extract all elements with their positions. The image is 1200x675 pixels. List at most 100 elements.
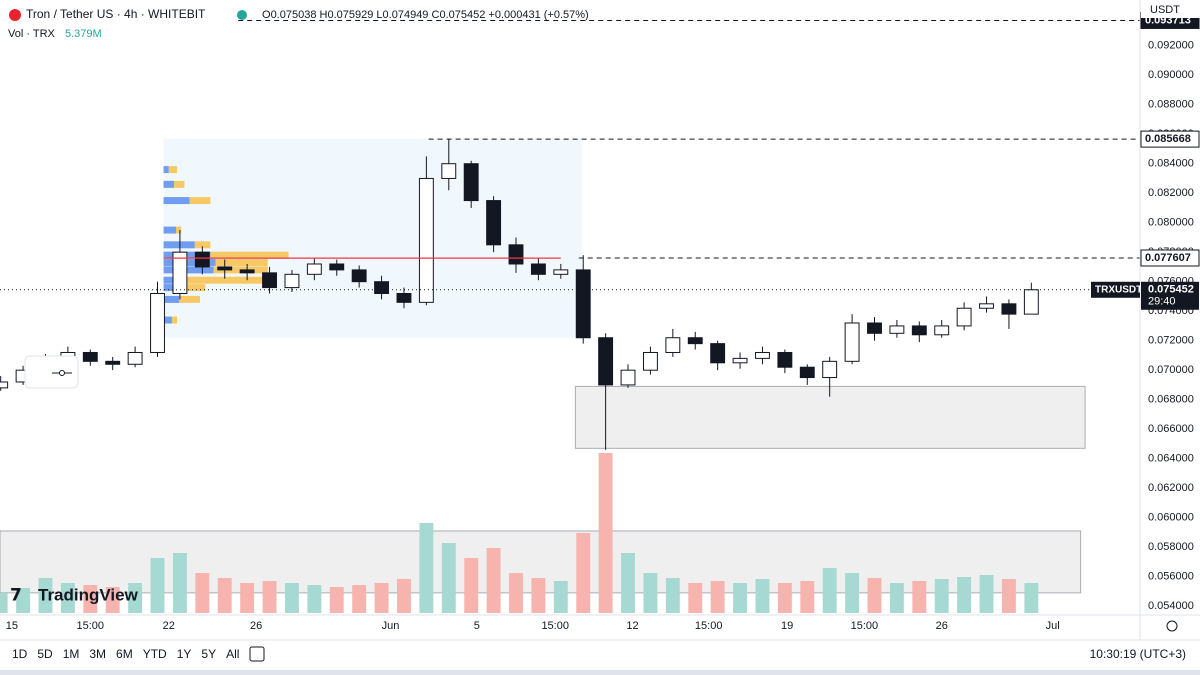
x-tick-label: 26 xyxy=(250,620,262,632)
profile-down xyxy=(168,166,178,174)
price-axis: 0.054000 0.056000 0.058000 0.060000 0.062000… xyxy=(1091,11,1200,612)
volume-bar xyxy=(576,533,591,613)
change: +0.000431 (+0.57%) xyxy=(488,9,588,21)
candle-body xyxy=(822,360,838,379)
candle-body xyxy=(553,269,569,275)
x-tick-label: 15:00 xyxy=(695,620,723,632)
y-tick-label: 0.088000 xyxy=(1148,99,1194,111)
y-tick-label: 0.054000 xyxy=(1148,600,1194,612)
profile-up xyxy=(163,316,172,324)
profile-up xyxy=(163,295,180,303)
x-tick-label: 15:00 xyxy=(541,620,569,632)
profile-down xyxy=(210,251,289,259)
volume-bar xyxy=(172,553,187,613)
range-button[interactable]: 1M xyxy=(63,647,80,661)
logo: TradingView xyxy=(38,585,139,604)
range-button[interactable]: 1D xyxy=(12,647,28,661)
candle-body xyxy=(799,366,815,379)
x-tick-label: 15 xyxy=(6,620,18,632)
range-button[interactable]: YTD xyxy=(143,647,167,661)
volume-bar xyxy=(374,583,389,613)
ohlc-legend: O0.075038 H0.075929 L0.074949 C0.075452 … xyxy=(262,9,589,21)
candle-body xyxy=(351,269,367,283)
volume-bar xyxy=(38,578,53,613)
y-tick-label: 0.090000 xyxy=(1148,69,1194,81)
candle-body xyxy=(329,263,345,271)
market-status xyxy=(237,10,247,20)
x-tick-label: 19 xyxy=(781,620,793,632)
range-button[interactable]: 5Y xyxy=(201,647,216,661)
candle-body xyxy=(867,322,882,334)
volume-bar xyxy=(598,453,613,613)
volume-bar xyxy=(822,568,837,613)
volume-bar xyxy=(733,583,748,613)
volume-bar xyxy=(710,581,725,613)
volume-bar xyxy=(509,573,523,613)
symbol-icon xyxy=(9,9,21,21)
ohlc-value: 0.075038 xyxy=(271,9,317,21)
candle-body xyxy=(105,360,121,365)
candle-body xyxy=(710,343,726,364)
volume-bar xyxy=(262,581,277,613)
range-button[interactable]: 5D xyxy=(37,647,53,661)
candle-body xyxy=(687,337,703,345)
candle-body xyxy=(374,281,390,294)
range-button[interactable]: 3M xyxy=(89,647,106,661)
zone xyxy=(163,138,583,338)
volume-bar xyxy=(150,558,165,613)
candle-body xyxy=(620,369,636,386)
profile-down xyxy=(184,284,206,292)
candle-body xyxy=(262,272,277,289)
candle-body xyxy=(1023,289,1039,315)
y-tick-label: 0.064000 xyxy=(1148,453,1194,465)
y-tick-label: 0.070000 xyxy=(1148,364,1194,376)
volume-bar xyxy=(643,573,658,613)
volume-bar xyxy=(800,581,815,613)
volume-bar xyxy=(240,583,255,613)
x-tick-label: 12 xyxy=(626,620,638,632)
volume-label: Vol · TRX xyxy=(8,28,56,40)
currency[interactable]: USDT xyxy=(1150,4,1180,16)
volume-bar xyxy=(621,553,635,613)
volume-bar xyxy=(889,583,904,613)
ohlc-label: H xyxy=(320,9,328,21)
candle-body xyxy=(508,244,524,265)
plot-area xyxy=(0,19,1140,613)
date-range-icon[interactable] xyxy=(249,646,265,662)
ohlc-label: L xyxy=(376,9,382,21)
profile-up xyxy=(163,197,190,205)
toolbar: 1D 5D 1M 3M 6M YTD 1Y 5Y All xyxy=(12,647,239,661)
y-tick-label: 0.068000 xyxy=(1148,394,1194,406)
range-button[interactable]: 1Y xyxy=(177,647,192,661)
range-button[interactable]: 6M xyxy=(116,647,133,661)
candle-body xyxy=(665,337,681,353)
countdown: 29:40 xyxy=(1148,296,1176,308)
widget-icon xyxy=(59,370,65,376)
volume-bar xyxy=(195,573,210,613)
symbol-title: Tron / Tether US · 4h · WHITEBIT xyxy=(26,7,206,21)
range-button[interactable]: All xyxy=(226,647,239,661)
x-tick-label: Jul xyxy=(1046,620,1060,632)
drawing-widget[interactable] xyxy=(24,355,79,389)
x-tick-label: Jun xyxy=(382,620,400,632)
volume-bar xyxy=(419,523,434,613)
volume-bar xyxy=(665,578,680,613)
profile-down xyxy=(176,226,182,234)
candle-body xyxy=(463,163,479,202)
candle-body xyxy=(732,357,748,364)
ohlc-label: O xyxy=(262,9,271,21)
profile-down xyxy=(173,180,185,188)
y-tick-label: 0.066000 xyxy=(1148,423,1194,435)
settings-icon[interactable] xyxy=(1166,620,1178,632)
candle-body xyxy=(575,269,591,339)
volume-bar xyxy=(531,578,546,613)
y-tick-label: 0.062000 xyxy=(1148,482,1194,494)
volume-bar xyxy=(486,548,501,613)
x-tick-label: 15:00 xyxy=(77,620,105,632)
candle-body xyxy=(239,269,255,274)
bottom-bar xyxy=(0,670,1200,675)
x-tick-label: 26 xyxy=(936,620,948,632)
profile-down xyxy=(179,295,201,303)
